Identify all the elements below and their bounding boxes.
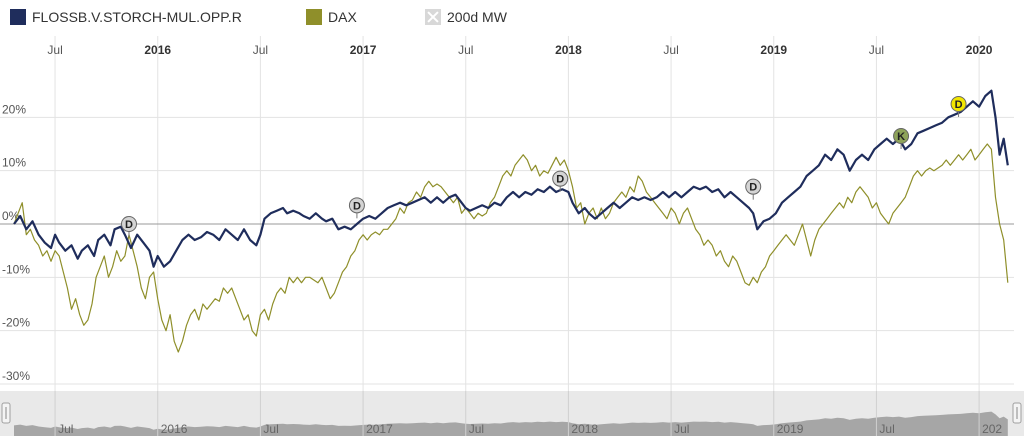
x-tick-label: Jul bbox=[458, 43, 473, 57]
navigator-label: Jul bbox=[469, 422, 484, 436]
marker-label: D bbox=[556, 174, 564, 186]
toggle-x-icon bbox=[425, 9, 441, 25]
navigator-area bbox=[14, 411, 1008, 436]
marker-badge bbox=[745, 178, 762, 195]
marker-label: D bbox=[353, 200, 361, 212]
navigator-label: Jul bbox=[263, 422, 278, 436]
marker-label: D bbox=[749, 182, 757, 194]
x-tick-label: Jul bbox=[47, 43, 62, 57]
x-tick-label: 2018 bbox=[555, 43, 582, 57]
range-navigator: Jul 2016 Jul 2017 Jul 2018 Jul 2019 Jul 202 bbox=[0, 391, 1024, 436]
event-marker[interactable]: D bbox=[120, 216, 137, 238]
event-marker[interactable]: D bbox=[950, 96, 967, 118]
event-marker[interactable]: D bbox=[348, 197, 365, 219]
fund-series-line bbox=[13, 89, 1009, 268]
event-marker[interactable]: D bbox=[552, 170, 569, 192]
marker-badge bbox=[120, 216, 137, 232]
legend-swatch-dax bbox=[306, 9, 322, 25]
chart-legend: FLOSSB.V.STORCH-MUL.OPP.R DAX 200d MW bbox=[0, 0, 1024, 36]
vertical-gridlines bbox=[54, 36, 980, 436]
x-tick-label: 2016 bbox=[144, 43, 171, 57]
marker-badge bbox=[950, 96, 967, 112]
y-tick-label: 20% bbox=[2, 102, 26, 116]
dax-series-line bbox=[13, 143, 1009, 353]
y-axis-ticks: 20%10%0%-10%-20%-30% bbox=[2, 102, 30, 383]
event-markers: D D D D K D bbox=[120, 96, 967, 238]
event-marker[interactable]: D bbox=[745, 178, 762, 200]
legend-label-fund: FLOSSB.V.STORCH-MUL.OPP.R bbox=[32, 9, 242, 25]
legend-item-200d-mw[interactable]: 200d MW bbox=[425, 9, 507, 25]
x-tick-label: 2017 bbox=[350, 43, 377, 57]
navigator-label: 202 bbox=[982, 422, 1002, 436]
x-tick-label: Jul bbox=[253, 43, 268, 57]
legend-swatch-fund bbox=[10, 9, 26, 25]
x-tick-label: 2020 bbox=[966, 43, 993, 57]
navigator-label: 2019 bbox=[777, 422, 804, 436]
marker-badge bbox=[893, 128, 910, 144]
legend-item-dax[interactable]: DAX bbox=[306, 9, 357, 25]
series-lines bbox=[13, 89, 1009, 353]
horizontal-gridlines bbox=[0, 116, 1014, 385]
navigator-label: Jul bbox=[58, 422, 73, 436]
navigator-label: 2016 bbox=[161, 422, 188, 436]
navigator-label: Jul bbox=[674, 422, 689, 436]
legend-label-dax: DAX bbox=[328, 9, 357, 25]
y-tick-label: -30% bbox=[2, 369, 30, 383]
navigator-label: 2017 bbox=[366, 422, 393, 436]
x-tick-label: 2019 bbox=[760, 43, 787, 57]
marker-badge bbox=[348, 197, 365, 214]
legend-label-200d-mw: 200d MW bbox=[447, 9, 507, 25]
y-tick-label: -20% bbox=[2, 316, 30, 330]
y-tick-label: -10% bbox=[2, 262, 30, 276]
y-tick-label: 10% bbox=[2, 156, 26, 170]
x-axis-ticks: Jul 2016 Jul 2017 Jul 2018 Jul 2019 Jul 2020 bbox=[47, 43, 992, 57]
marker-label: D bbox=[125, 219, 133, 231]
x-tick-label: Jul bbox=[869, 43, 884, 57]
marker-label: K bbox=[897, 131, 905, 143]
navigator-label: Jul bbox=[879, 422, 894, 436]
event-marker[interactable]: K bbox=[893, 128, 910, 150]
marker-label: D bbox=[955, 99, 963, 111]
legend-item-fund[interactable]: FLOSSB.V.STORCH-MUL.OPP.R bbox=[10, 9, 242, 25]
x-tick-label: Jul bbox=[663, 43, 678, 57]
marker-badge bbox=[552, 170, 569, 187]
navigator-label: 2018 bbox=[571, 422, 598, 436]
performance-chart: Jul 2016 Jul 2017 Jul 2018 Jul 2019 Jul 2020 20% 1… bbox=[0, 36, 1024, 436]
